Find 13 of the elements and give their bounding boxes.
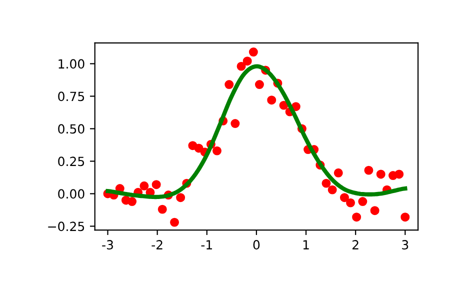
x-tick-label: 1 [303,240,309,250]
x-tick-label: 2 [352,240,358,250]
x-tick-label: -2 [152,240,162,250]
y-tick-label: −0.25 [48,222,84,232]
x-tick-label: 3 [402,240,408,250]
y-tick-label: 0.00 [58,189,84,199]
x-tick-label: 0 [253,240,260,250]
y-tick-label: 1.00 [58,59,84,69]
x-tick-label: -1 [201,240,212,250]
y-tick-label: 0.50 [58,124,84,134]
x-tick-label: -3 [102,240,113,250]
y-tick-label: 0.75 [58,92,84,102]
y-tick-label: 0.25 [58,156,84,166]
